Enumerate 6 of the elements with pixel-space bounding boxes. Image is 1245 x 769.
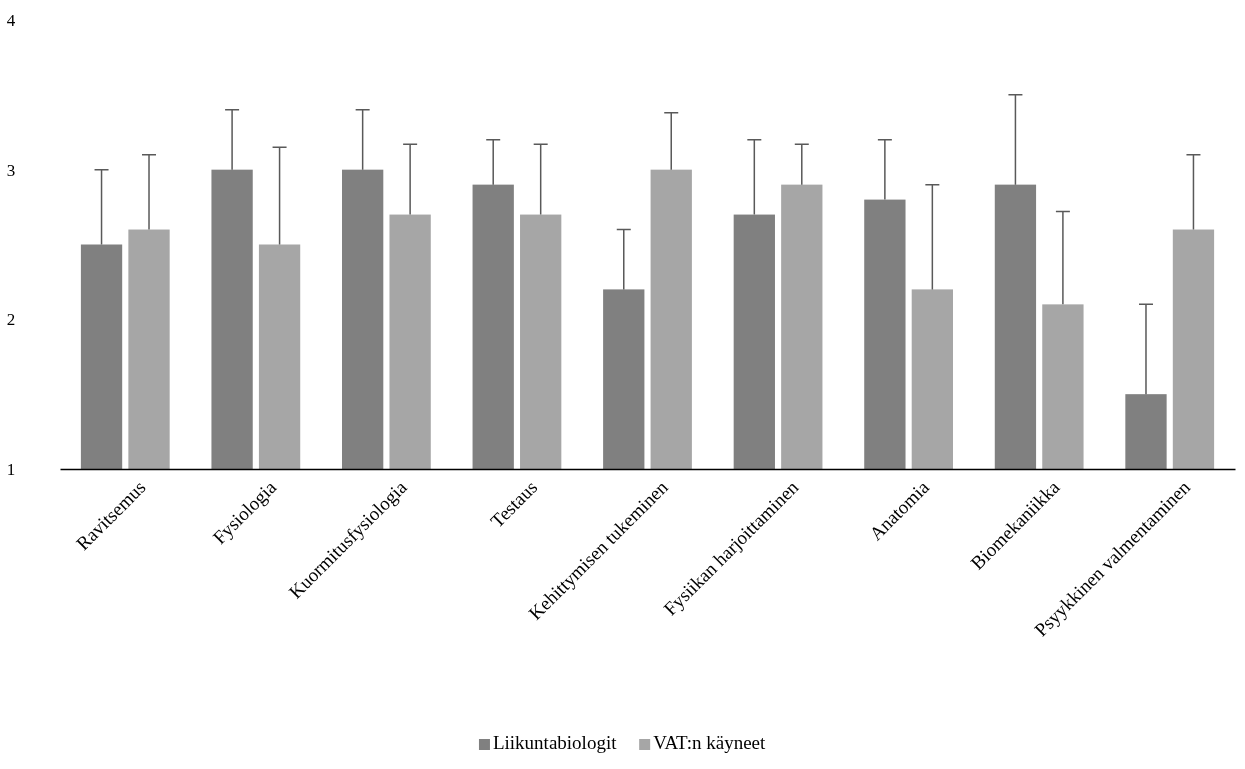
y-tick-label: 1 [6, 459, 16, 479]
y-tick-label: 4 [6, 10, 16, 30]
y-tick-label: 3 [6, 160, 16, 180]
legend-label: VAT:n käyneet [653, 732, 767, 753]
legend-label: Liikuntabiologit [492, 732, 618, 753]
y-tick-label: 2 [6, 310, 16, 330]
